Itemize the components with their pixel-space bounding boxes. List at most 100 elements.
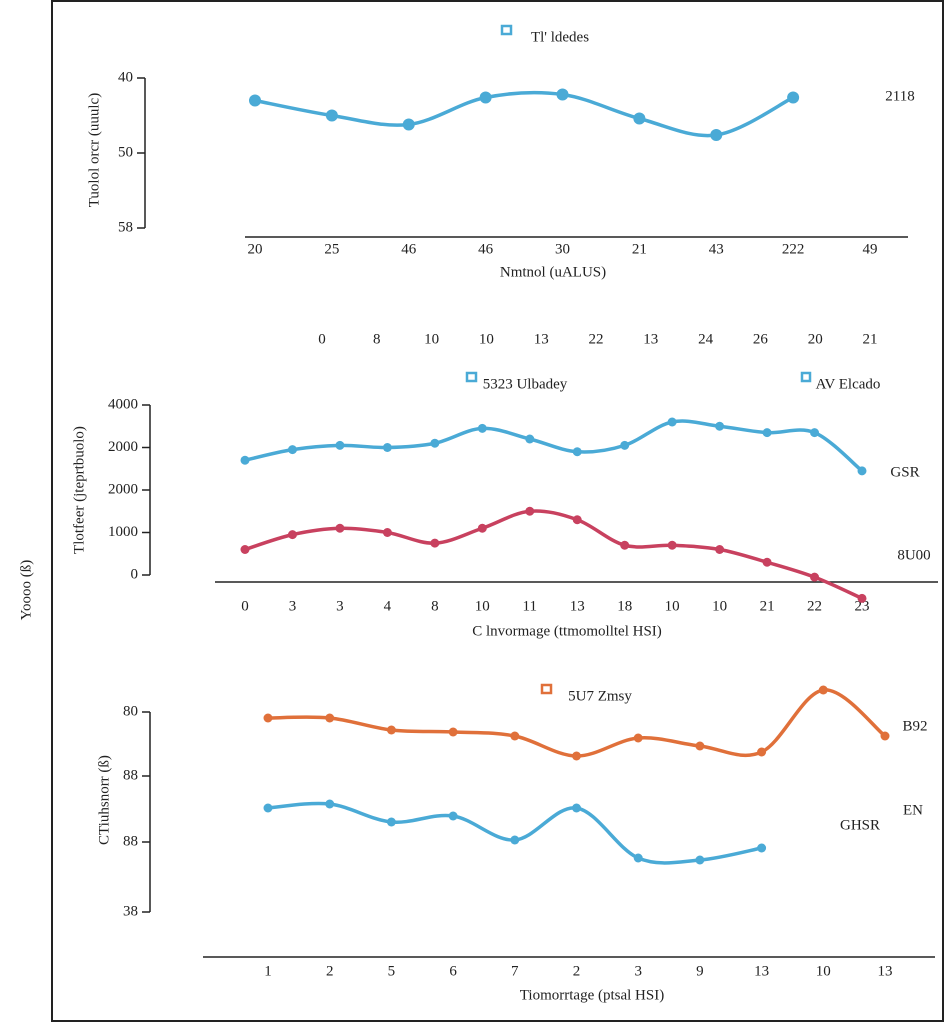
x-tick-label: 46: [478, 241, 494, 257]
chart-title: 5U7 Zmsy: [568, 688, 632, 704]
top-tick-label: 10: [424, 331, 439, 347]
title-marker: [500, 24, 513, 36]
data-point: [402, 118, 415, 131]
y-tick-label: 80: [123, 703, 138, 719]
data-point: [810, 428, 820, 438]
annotation: GHSR: [840, 817, 880, 833]
top-tick-label: 24: [698, 331, 714, 347]
x-tick-label: 8: [431, 598, 439, 614]
x-tick-label: 22: [807, 598, 822, 614]
x-tick-label: 20: [248, 241, 263, 257]
x-tick-label: 43: [709, 241, 724, 257]
x-axis-label: C lnvormage (ttmomolltel HSI): [472, 623, 662, 639]
data-point: [325, 713, 335, 723]
x-tick-label: 21: [760, 598, 775, 614]
top-tick-label: 13: [643, 331, 658, 347]
data-point: [263, 713, 273, 723]
y-axis-label: Tlotfeer (jteprtbuolo): [71, 426, 87, 554]
x-tick-label: 1: [264, 963, 272, 979]
data-point: [287, 445, 297, 455]
top-tick-label: 10: [479, 331, 494, 347]
legend-marker: [800, 371, 812, 383]
x-tick-label: 9: [696, 963, 704, 979]
y-tick-label: 88: [123, 767, 138, 783]
data-point: [880, 731, 890, 741]
data-point: [667, 540, 677, 550]
data-point: [572, 515, 582, 525]
x-tick-label: 0: [241, 598, 249, 614]
series-label: B92: [902, 718, 927, 734]
x-tick-label: 10: [475, 598, 490, 614]
y-tick-label: 4000: [108, 396, 138, 412]
data-point: [430, 438, 440, 448]
data-point: [667, 417, 677, 427]
data-point: [762, 428, 772, 438]
x-tick-label: 3: [289, 598, 297, 614]
y-tick-label: 58: [118, 219, 133, 235]
data-point: [633, 112, 646, 125]
data-point: [620, 540, 630, 550]
data-point: [477, 523, 487, 533]
data-point: [787, 91, 800, 104]
data-point: [757, 747, 767, 757]
top-tick-label: 26: [753, 331, 769, 347]
data-point: [715, 545, 725, 554]
x-tick-label: 10: [712, 598, 727, 614]
x-tick-label: 49: [863, 241, 878, 257]
x-tick-label: 18: [617, 598, 632, 614]
data-point: [572, 751, 581, 761]
data-point: [240, 545, 250, 554]
x-tick-label: 6: [449, 963, 457, 979]
top-tick-label: 8: [373, 331, 381, 347]
y-tick-label: 2000: [108, 481, 138, 497]
data-point: [240, 455, 250, 465]
data-point: [710, 129, 723, 141]
y-tick-label: 50: [118, 144, 133, 160]
data-point: [382, 528, 392, 537]
data-point: [448, 811, 458, 821]
data-point: [695, 855, 705, 865]
series-line: [266, 688, 887, 758]
top-tick-label: 22: [589, 331, 604, 347]
data-point: [857, 466, 867, 476]
data-point: [386, 725, 396, 735]
x-tick-label: 5: [388, 963, 396, 979]
x-axis-label: Nmtnol (uALUS): [500, 264, 606, 280]
data-point: [620, 440, 630, 450]
series-label: 8U00: [897, 547, 930, 563]
top-tick-label: 0: [318, 331, 326, 347]
x-tick-label: 10: [816, 963, 831, 979]
data-point: [477, 423, 487, 433]
data-point: [325, 109, 338, 122]
y-tick-label: 40: [118, 69, 133, 85]
x-tick-label: 25: [324, 241, 339, 257]
x-tick-label: 4: [384, 598, 392, 614]
top-tick-label: 21: [863, 331, 878, 347]
data-point: [715, 421, 725, 431]
data-point: [335, 523, 345, 533]
data-point: [572, 803, 581, 813]
data-point: [633, 733, 643, 743]
data-point: [810, 572, 820, 582]
x-tick-label: 10: [665, 598, 680, 614]
data-point: [525, 434, 535, 444]
data-point: [525, 506, 535, 516]
data-point: [382, 443, 392, 452]
x-tick-label: 46: [401, 241, 417, 257]
x-tick-label: 2: [326, 963, 334, 979]
x-tick-label: 23: [855, 598, 870, 614]
x-tick-label: 21: [632, 241, 647, 257]
x-tick-label: 11: [523, 598, 537, 614]
series-line: [243, 509, 864, 601]
series-label: 2118: [885, 88, 914, 104]
title-marker: [540, 683, 553, 695]
data-point: [695, 741, 705, 751]
data-point: [633, 853, 643, 863]
y-tick-label: 2000: [108, 439, 138, 455]
top-tick-label: 13: [534, 331, 549, 347]
x-tick-label: 7: [511, 963, 519, 979]
data-point: [510, 731, 520, 741]
title-marker: [465, 371, 478, 383]
y-axis-label: CTiuhsnorr (ß): [96, 755, 112, 845]
